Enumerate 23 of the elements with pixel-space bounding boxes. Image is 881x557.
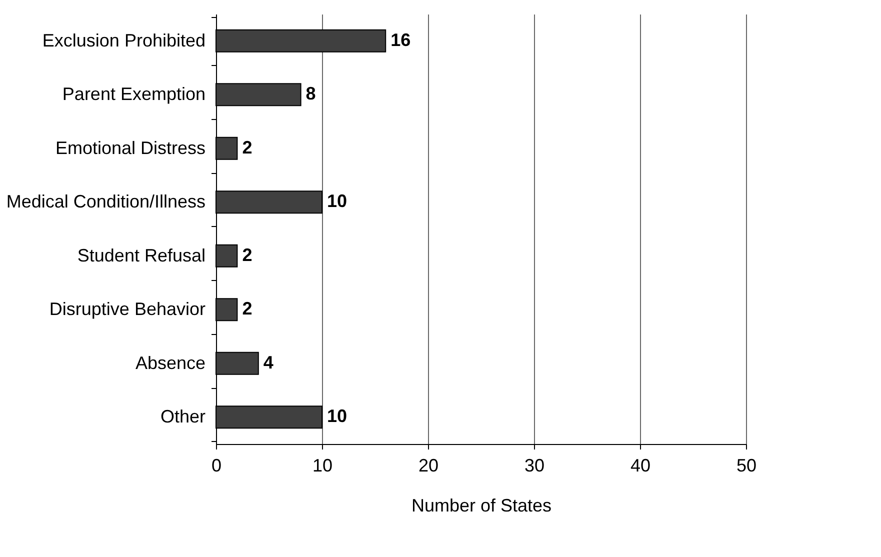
- y-tick-label: Absence: [135, 352, 206, 373]
- y-tick-label: Medical Condition/Illness: [6, 192, 206, 212]
- data-label: 8: [306, 84, 316, 104]
- data-label: 2: [242, 244, 252, 265]
- x-tick-label: 50: [736, 456, 757, 476]
- x-tick-label: 10: [312, 456, 333, 476]
- y-tick-label: Disruptive Behavior: [49, 299, 206, 320]
- x-axis-title: Number of States: [411, 496, 552, 516]
- data-label: 2: [242, 137, 252, 158]
- x-tick-label: 20: [418, 456, 439, 476]
- x-tick-label: 0: [211, 456, 222, 476]
- data-label: 10: [327, 406, 348, 426]
- y-tick-label: Parent Exemption: [62, 84, 206, 104]
- y-tick-label: Other: [160, 406, 206, 427]
- x-tick-label: 40: [630, 456, 651, 476]
- y-tick-label: Student Refusal: [77, 245, 206, 266]
- data-label: 16: [390, 30, 411, 50]
- y-tick-label: Emotional Distress: [55, 138, 206, 158]
- data-label: 2: [242, 298, 252, 319]
- y-tick-label: Exclusion Prohibited: [42, 30, 206, 50]
- data-label: 4: [263, 352, 274, 372]
- data-label: 10: [327, 191, 348, 212]
- x-tick-label: 30: [524, 456, 545, 476]
